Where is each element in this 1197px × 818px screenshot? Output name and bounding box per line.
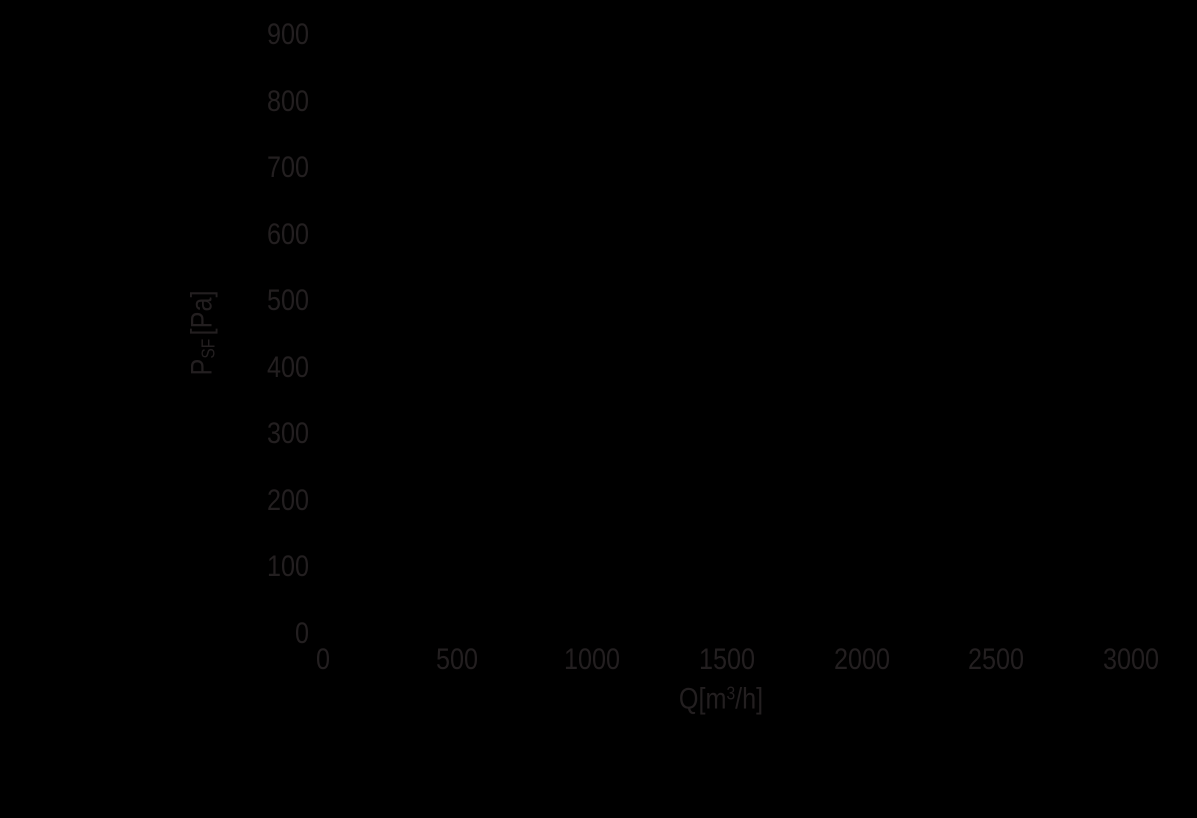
x-tick-label: 1500 (698, 643, 755, 676)
x-tick-label: 500 (436, 643, 479, 676)
y-axis-subscript: SF (197, 338, 219, 359)
y-tick-label: 400 (266, 350, 309, 384)
x-tick-label: 3000 (1102, 643, 1160, 676)
x-axis-unit: /h] (735, 682, 764, 716)
y-tick-label: 800 (266, 84, 309, 118)
y-tick-label: 700 (266, 151, 309, 185)
x-tick-label: 2500 (968, 643, 1025, 676)
x-tick-label: 2000 (833, 643, 890, 676)
y-tick-label: 500 (266, 284, 309, 318)
y-tick-label: 100 (266, 550, 309, 584)
x-tick-label: 0 (315, 643, 330, 676)
y-tick-label: 300 (266, 417, 309, 451)
y-tick-label: 900 (266, 18, 309, 51)
x-axis-superscript: 3 (726, 682, 736, 704)
x-axis-symbol: Q[m (678, 682, 727, 716)
y-axis-unit: [Pa] (185, 290, 219, 336)
x-axis-title: Q[m3/h] (678, 682, 764, 718)
y-tick-label: 600 (266, 217, 309, 251)
y-axis-symbol: P (185, 358, 219, 376)
x-tick-label: 1000 (563, 643, 621, 676)
y-tick-label: 0 (294, 617, 309, 651)
y-tick-label: 200 (266, 483, 309, 517)
y-axis-title: PSF[Pa] (185, 290, 221, 376)
plot-area (322, 35, 1131, 635)
